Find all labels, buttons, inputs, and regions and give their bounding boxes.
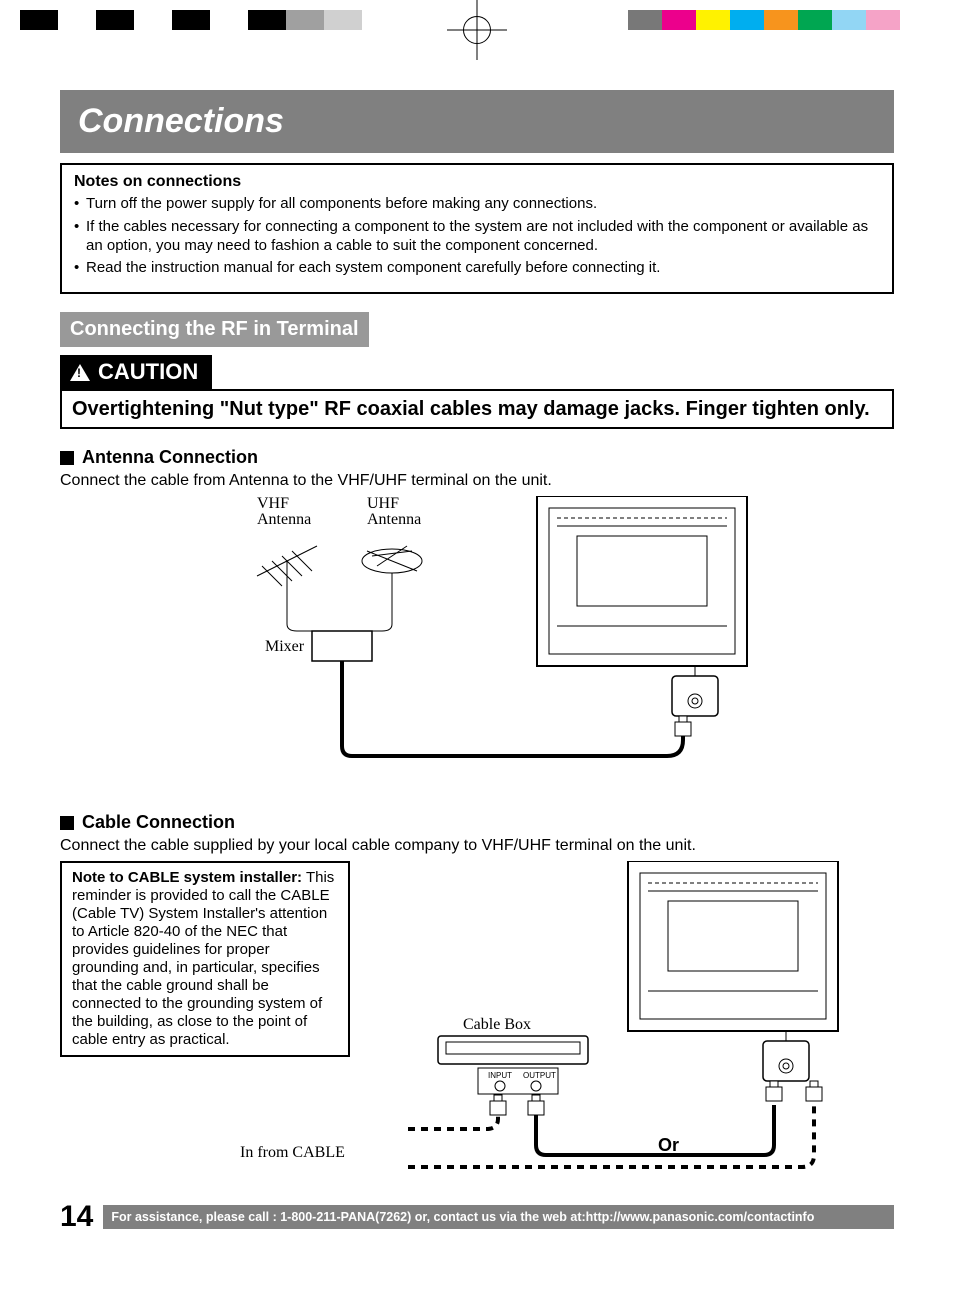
cable-section: Note to CABLE system installer: This rem… (60, 861, 894, 1186)
footer-row: 14 For assistance, please call : 1-800-2… (60, 1200, 894, 1234)
in-from-cable-label: In from CABLE (240, 1144, 345, 1162)
svg-text:OUTPUT: OUTPUT (523, 1071, 556, 1080)
cable-heading: Cable Connection (82, 812, 235, 833)
notes-item: If the cables necessary for connecting a… (74, 218, 880, 256)
notes-item: Turn off the power supply for all compon… (74, 195, 880, 214)
mixer-label: Mixer (265, 638, 305, 655)
notes-box: Notes on connections Turn off the power … (60, 163, 894, 294)
vhf-label: VHFAntenna (257, 496, 311, 528)
square-bullet-icon (60, 451, 74, 465)
page-content: Connections Notes on connections Turn of… (0, 0, 954, 1274)
cable-heading-row: Cable Connection (60, 812, 894, 833)
footer-bar: For assistance, please call : 1-800-211-… (103, 1205, 894, 1229)
installer-body: This reminder is provided to call the CA… (72, 869, 334, 1048)
warning-icon (70, 364, 90, 381)
section-title-bar: Connections (60, 90, 894, 153)
caution-row: CAUTION (60, 355, 894, 389)
antenna-text: Connect the cable from Antenna to the VH… (60, 472, 894, 490)
antenna-heading: Antenna Connection (82, 447, 258, 468)
cable-text: Connect the cable supplied by your local… (60, 837, 894, 855)
notes-item: Read the instruction manual for each sys… (74, 259, 880, 278)
square-bullet-icon (60, 816, 74, 830)
notes-list: Turn off the power supply for all compon… (74, 195, 880, 278)
caution-chip: CAUTION (60, 355, 212, 389)
page-number: 14 (60, 1200, 93, 1234)
caution-box: Overtightening "Nut type" RF coaxial cab… (60, 389, 894, 429)
cable-diagram: INPUT OUTPUT (368, 861, 894, 1186)
installer-note-box: Note to CABLE system installer: This rem… (60, 861, 350, 1057)
installer-title: Note to CABLE system installer: (72, 869, 302, 886)
caution-label: CAUTION (98, 359, 198, 385)
antenna-diagram: VHFAntenna UHFAntenna Mixer (60, 496, 894, 786)
caution-text: Overtightening "Nut type" RF coaxial cab… (72, 397, 882, 421)
section-title: Connections (78, 102, 876, 141)
svg-text:Cable Box: Cable Box (463, 1016, 531, 1033)
subsection-bar: Connecting the RF in Terminal (60, 312, 369, 347)
svg-text:Or: Or (658, 1135, 679, 1155)
antenna-heading-row: Antenna Connection (60, 447, 894, 468)
notes-heading: Notes on connections (74, 173, 880, 191)
uhf-label: UHFAntenna (367, 496, 421, 528)
svg-text:INPUT: INPUT (488, 1071, 512, 1080)
